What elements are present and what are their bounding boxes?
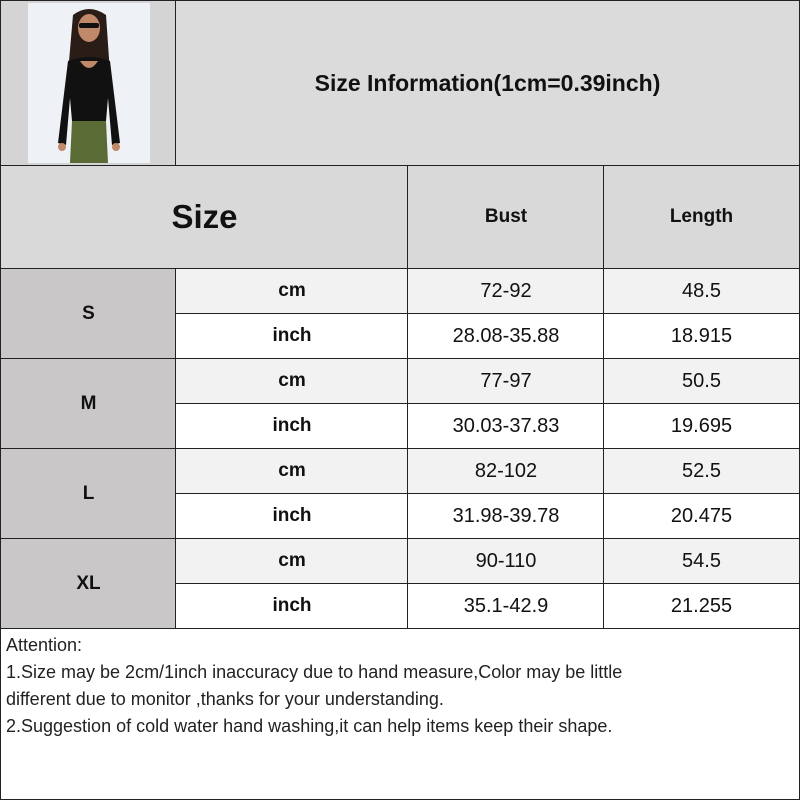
size-info-title: Size Information(1cm=0.39inch) [175, 0, 800, 166]
unit-label: inch [175, 313, 409, 359]
bust-value: 77-97 [407, 358, 605, 404]
length-value: 18.915 [603, 313, 800, 359]
length-value: 52.5 [603, 448, 800, 494]
size-label: XL [0, 538, 177, 629]
bust-value: 30.03-37.83 [407, 403, 605, 449]
size-label: S [0, 268, 177, 359]
unit-label: cm [175, 358, 409, 404]
bust-value: 31.98-39.78 [407, 493, 605, 539]
length-value: 54.5 [603, 538, 800, 584]
bust-value: 90-110 [407, 538, 605, 584]
size-label: L [0, 448, 177, 539]
unit-label: inch [175, 493, 409, 539]
bust-value: 82-102 [407, 448, 605, 494]
note-1-cont: different due to monitor ,thanks for you… [6, 689, 444, 709]
length-column-header: Length [603, 165, 800, 269]
notes-heading: Attention: [6, 635, 83, 655]
length-value: 50.5 [603, 358, 800, 404]
unit-label: cm [175, 448, 409, 494]
unit-label: cm [175, 268, 409, 314]
note-2: 2.Suggestion of cold water hand washing,… [6, 716, 613, 736]
bust-column-header: Bust [407, 165, 605, 269]
size-column-header: Size [0, 165, 409, 269]
unit-label: inch [175, 583, 409, 629]
length-value: 20.475 [603, 493, 800, 539]
size-label: M [0, 358, 177, 449]
unit-label: inch [175, 403, 409, 449]
bust-value: 72-92 [407, 268, 605, 314]
length-value: 19.695 [603, 403, 800, 449]
length-value: 21.255 [603, 583, 800, 629]
attention-notes: Attention: 1.Size may be 2cm/1inch inacc… [0, 628, 800, 800]
product-photo [27, 3, 150, 163]
bust-value: 28.08-35.88 [407, 313, 605, 359]
unit-label: cm [175, 538, 409, 584]
product-image-cell [0, 0, 177, 166]
note-1: 1.Size may be 2cm/1inch inaccuracy due t… [6, 662, 623, 682]
length-value: 48.5 [603, 268, 800, 314]
bust-value: 35.1-42.9 [407, 583, 605, 629]
